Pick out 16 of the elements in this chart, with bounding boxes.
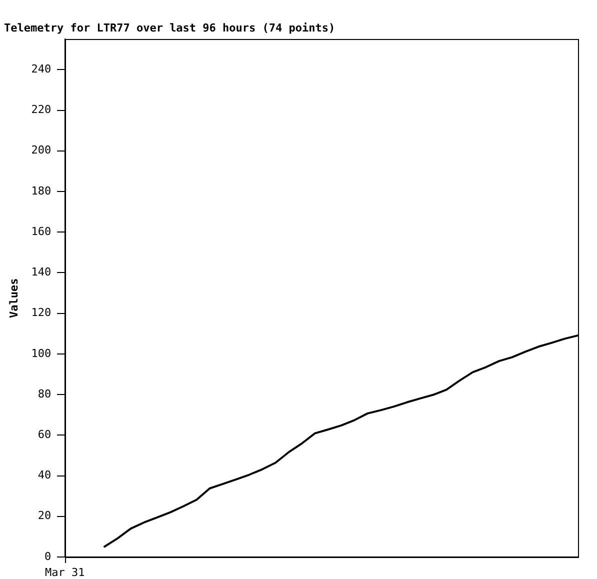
text: Mar 31 xyxy=(45,566,85,579)
y-tick-label: 60 xyxy=(38,428,52,442)
y-tick-label: 100 xyxy=(31,346,52,360)
y-tick-label: 120 xyxy=(31,306,52,320)
y-tick-label: 200 xyxy=(31,144,52,157)
y-tick-label: 0 xyxy=(44,550,52,563)
y-tick-label: 240 xyxy=(31,62,52,76)
y-tick-label: 20 xyxy=(38,509,52,522)
y-axis-title: Values xyxy=(7,278,20,318)
y-tick-label: 220 xyxy=(31,103,52,116)
y-tick-label: 140 xyxy=(31,266,52,279)
chart-title: Telemetry for LTR77 over last 96 hours (74 points) xyxy=(4,21,336,34)
y-tick-label: 40 xyxy=(38,468,52,482)
y-tick-label: 180 xyxy=(31,184,52,198)
y-tick-label: 160 xyxy=(31,224,52,238)
y-tick-label: 80 xyxy=(38,387,52,400)
